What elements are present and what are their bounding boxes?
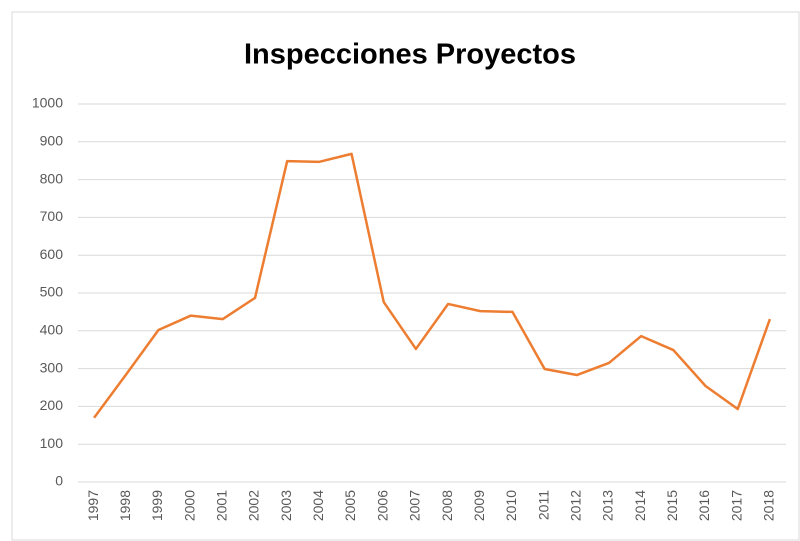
- line: [93, 152, 772, 419]
- x-tick-label: 1997: [85, 490, 101, 521]
- y-tick-label: 800: [40, 170, 64, 186]
- x-tick-label: 2015: [664, 490, 680, 521]
- x-tick-label: 2005: [342, 490, 358, 521]
- y-tick-label: 700: [40, 208, 64, 224]
- x-tick-label: 2003: [278, 490, 294, 521]
- x-tick-label: 2004: [310, 490, 326, 521]
- y-tick-label: 600: [40, 246, 64, 262]
- x-tick-label: 2012: [568, 490, 584, 521]
- y-tick-label: 300: [40, 359, 64, 375]
- x-tick-label: 2014: [632, 490, 648, 521]
- x-tick-label: 2018: [761, 490, 777, 521]
- x-tick-label: 2016: [696, 490, 712, 521]
- x-tick-label: 2008: [439, 490, 455, 521]
- x-tick-label: 2009: [471, 490, 487, 521]
- x-tick-label: 2000: [181, 490, 197, 521]
- y-tick-label: 900: [40, 133, 64, 149]
- x-tick-label: 2002: [246, 490, 262, 521]
- x-tick-label: 2010: [503, 490, 519, 521]
- x-tick-label: 2006: [374, 490, 390, 521]
- x-tick-label: 2011: [535, 490, 551, 520]
- y-tick-label: 0: [55, 473, 63, 489]
- y-tick-label: 500: [40, 284, 64, 300]
- chart-title: Inspecciones Proyectos: [244, 39, 576, 71]
- x-tick-label: 2013: [600, 490, 616, 521]
- x-tick-label: 2017: [728, 490, 744, 521]
- y-tick-label: 100: [40, 435, 64, 451]
- x-tick-label: 1999: [149, 490, 165, 521]
- x-tick-label: 2007: [407, 490, 423, 521]
- x-tick-label: 1998: [117, 490, 133, 521]
- y-tick-label: 200: [40, 397, 64, 413]
- x-tick-label: 2001: [214, 490, 230, 521]
- y-tick-label: 400: [40, 322, 64, 338]
- y-tick-label: 1000: [32, 95, 63, 111]
- chart-frame: [11, 11, 800, 541]
